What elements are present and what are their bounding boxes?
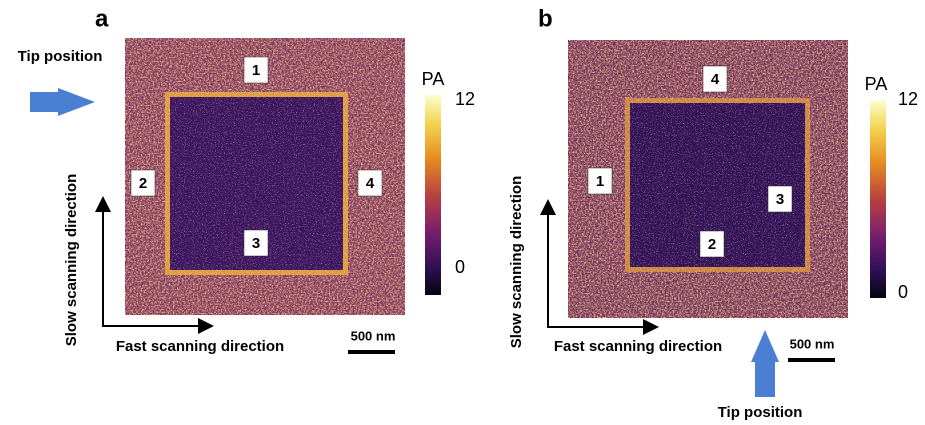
colorbar-min: 0 [455, 257, 465, 277]
colorbar-max: 12 [898, 89, 918, 109]
tip-label: Tip position [18, 48, 103, 65]
x-axis-label: Fast scanning direction [116, 338, 284, 355]
tip-arrow [751, 330, 779, 397]
colorbar-title: PA [422, 69, 445, 89]
colorbar-min: 0 [898, 282, 908, 302]
panel-label: a [95, 5, 109, 32]
colorbar [870, 100, 886, 298]
region-label: 1 [252, 62, 260, 79]
region-label: 3 [252, 235, 260, 252]
colorbar-max: 12 [455, 89, 475, 109]
region-label: 1 [596, 173, 604, 190]
y-axis-label: Slow scanning direction [508, 176, 525, 349]
panel-a: a Tip position 1 2 3 4 PA 12 0 Slow scan… [18, 5, 475, 355]
region-label: 3 [776, 191, 784, 208]
x-axis-label: Fast scanning direction [554, 338, 722, 355]
tip-arrow [30, 88, 95, 116]
colorbar-title: PA [865, 74, 888, 94]
region-label: 2 [708, 236, 716, 253]
colorbar [425, 95, 441, 295]
region-label: 4 [366, 175, 375, 192]
figure: a Tip position 1 2 3 4 PA 12 0 Slow scan… [0, 0, 925, 425]
region-label: 2 [139, 175, 147, 192]
scale-bar-label: 500 nm [351, 328, 396, 343]
panel-b: b 1 2 3 4 PA 12 0 Slow scanning directio… [508, 5, 918, 421]
tip-label: Tip position [718, 404, 803, 421]
y-axis-label: Slow scanning direction [63, 174, 80, 347]
panel-label: b [538, 5, 553, 32]
scale-bar-label: 500 nm [790, 336, 835, 351]
region-label: 4 [711, 71, 720, 88]
